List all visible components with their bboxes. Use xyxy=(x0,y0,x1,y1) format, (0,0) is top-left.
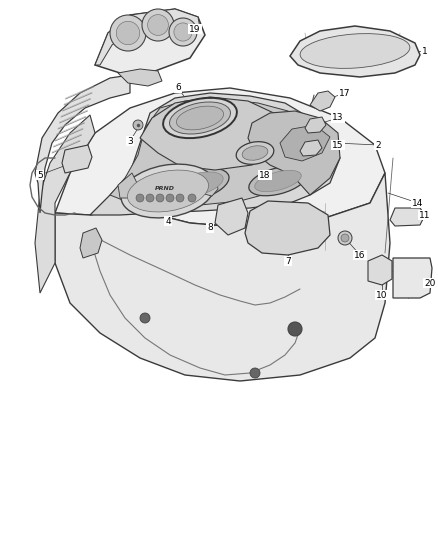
Circle shape xyxy=(136,194,144,202)
Text: 5: 5 xyxy=(37,171,43,180)
Circle shape xyxy=(250,368,260,378)
Circle shape xyxy=(148,14,168,35)
Text: 20: 20 xyxy=(424,279,436,287)
Polygon shape xyxy=(290,26,420,77)
Polygon shape xyxy=(35,75,130,213)
Text: 10: 10 xyxy=(376,290,388,300)
Circle shape xyxy=(133,120,143,130)
Polygon shape xyxy=(118,173,138,198)
Polygon shape xyxy=(368,255,392,285)
Polygon shape xyxy=(80,228,102,258)
Circle shape xyxy=(142,9,174,41)
Ellipse shape xyxy=(300,34,410,68)
Ellipse shape xyxy=(170,102,230,134)
Polygon shape xyxy=(390,208,425,226)
Polygon shape xyxy=(118,69,162,86)
Text: 4: 4 xyxy=(165,216,171,225)
Polygon shape xyxy=(280,125,330,161)
Text: 3: 3 xyxy=(127,136,133,146)
Polygon shape xyxy=(300,140,322,156)
Polygon shape xyxy=(95,9,200,65)
Text: 7: 7 xyxy=(285,256,291,265)
Text: 16: 16 xyxy=(354,251,366,260)
Ellipse shape xyxy=(255,171,301,192)
Polygon shape xyxy=(215,198,248,235)
Polygon shape xyxy=(245,201,330,255)
Ellipse shape xyxy=(242,146,268,160)
Text: PRND: PRND xyxy=(155,185,175,190)
Circle shape xyxy=(166,194,174,202)
Polygon shape xyxy=(140,97,288,170)
Circle shape xyxy=(341,234,349,242)
Text: 15: 15 xyxy=(332,141,344,149)
Ellipse shape xyxy=(161,168,229,202)
Text: 13: 13 xyxy=(332,114,344,123)
Ellipse shape xyxy=(127,170,208,212)
Polygon shape xyxy=(393,258,432,298)
Text: 14: 14 xyxy=(412,198,424,207)
Ellipse shape xyxy=(249,166,307,196)
Ellipse shape xyxy=(236,142,274,164)
Polygon shape xyxy=(55,88,385,228)
Circle shape xyxy=(288,322,302,336)
Ellipse shape xyxy=(163,98,237,138)
Polygon shape xyxy=(62,145,92,173)
Ellipse shape xyxy=(177,106,223,130)
Polygon shape xyxy=(35,115,95,293)
Text: 17: 17 xyxy=(339,88,351,98)
Circle shape xyxy=(117,21,140,45)
Circle shape xyxy=(174,23,192,41)
Polygon shape xyxy=(110,99,315,205)
Text: 2: 2 xyxy=(375,141,381,149)
Circle shape xyxy=(176,194,184,202)
Polygon shape xyxy=(95,9,205,73)
Polygon shape xyxy=(305,117,326,133)
Circle shape xyxy=(140,313,150,323)
Circle shape xyxy=(169,18,197,46)
Ellipse shape xyxy=(121,164,215,218)
Text: 6: 6 xyxy=(175,84,181,93)
Text: 11: 11 xyxy=(419,211,431,220)
Polygon shape xyxy=(55,173,390,381)
Polygon shape xyxy=(198,175,218,196)
Circle shape xyxy=(188,194,196,202)
Polygon shape xyxy=(248,111,340,195)
Circle shape xyxy=(338,231,352,245)
Polygon shape xyxy=(90,93,340,215)
Text: 19: 19 xyxy=(189,25,201,34)
Text: 1: 1 xyxy=(422,46,428,55)
Ellipse shape xyxy=(167,172,223,198)
Circle shape xyxy=(110,15,146,51)
Polygon shape xyxy=(310,91,335,111)
Circle shape xyxy=(146,194,154,202)
Circle shape xyxy=(156,194,164,202)
Text: 18: 18 xyxy=(259,171,271,180)
Text: 8: 8 xyxy=(207,223,213,232)
